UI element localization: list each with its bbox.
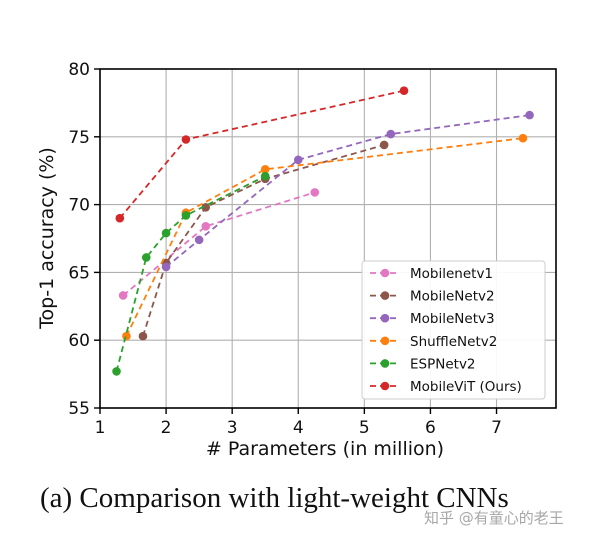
- x-tick-label: 2: [161, 418, 172, 438]
- legend-marker: [380, 336, 390, 346]
- x-tick-label: 3: [227, 418, 238, 438]
- legend-label: MobileNetv3: [410, 311, 495, 327]
- y-tick-label: 75: [68, 128, 90, 148]
- data-point: [161, 262, 171, 272]
- watermark: 知乎 @有童心的老王: [424, 509, 564, 527]
- legend-item: MobileNetv3: [370, 311, 495, 327]
- y-tick-label: 80: [68, 60, 90, 80]
- y-tick-label: 65: [68, 263, 90, 283]
- data-point: [525, 110, 534, 120]
- chart: 1 2 3 4 5 6 7 55 60 65 70 75 80 # Parameters (in mil…: [36, 60, 557, 460]
- x-tick-label: 5: [359, 418, 370, 438]
- series-line: [122, 191, 316, 297]
- y-tick-label: 55: [68, 399, 90, 419]
- data-point: [518, 133, 528, 143]
- legend-item: ESPNetv2: [370, 356, 476, 372]
- x-tick-label: 6: [425, 418, 436, 438]
- data-point: [115, 213, 125, 223]
- series-mobilevit-ours: [115, 86, 409, 223]
- plot-frame: [99, 68, 557, 409]
- data-point: [181, 211, 191, 220]
- series-layer: [112, 86, 534, 376]
- legend-marker: [380, 268, 390, 278]
- axis-ticks: 1 2 3 4 5 6 7 55 60 65 70 75 80: [68, 60, 502, 438]
- x-tick-label: 1: [95, 418, 106, 438]
- series-mobilenetv1: [118, 188, 320, 300]
- data-point: [399, 86, 409, 95]
- data-point: [386, 129, 396, 139]
- series-line: [115, 175, 266, 372]
- legend-item: Mobilenetv1: [370, 266, 493, 282]
- data-point: [194, 235, 204, 245]
- data-point: [379, 140, 389, 150]
- data-point: [141, 253, 151, 262]
- data-point: [310, 188, 320, 197]
- legend-label: ESPNetv2: [410, 356, 476, 372]
- x-axis-label: # Parameters (in million): [206, 438, 444, 460]
- data-point: [201, 221, 211, 231]
- legend-marker: [380, 313, 390, 323]
- legend-label: MobileViT (Ours): [410, 379, 522, 395]
- legend-item: ShuffleNetv2: [370, 334, 497, 350]
- data-point: [161, 228, 171, 238]
- series-line: [125, 137, 524, 337]
- legend-item: MobileNetv2: [370, 289, 495, 305]
- series-line: [119, 89, 405, 219]
- data-point: [293, 155, 303, 165]
- x-tick-label: 7: [491, 418, 502, 438]
- legend: Mobilenetv1 MobileNetv2 MobileNetv3 Shuffle…: [361, 260, 546, 400]
- series-espnetv2: [112, 171, 270, 376]
- legend-box: [361, 260, 546, 400]
- legend-label: MobileNetv2: [410, 289, 495, 305]
- legend-marker: [380, 291, 390, 300]
- legend-label: ShuffleNetv2: [410, 334, 497, 350]
- figure-caption: (a) Comparison with light-weight CNNs: [40, 482, 509, 514]
- legend-label: Mobilenetv1: [410, 266, 493, 282]
- y-tick-label: 70: [68, 196, 90, 216]
- data-point: [181, 135, 191, 144]
- data-point: [260, 165, 270, 174]
- data-point: [122, 331, 131, 341]
- legend-item: MobileViT (Ours): [370, 379, 522, 395]
- data-point: [201, 203, 211, 212]
- x-tick-label: 4: [293, 418, 304, 438]
- data-point: [112, 367, 121, 376]
- series-mobilenetv3: [161, 110, 534, 272]
- data-point: [118, 291, 128, 300]
- y-tick-label: 60: [68, 331, 90, 351]
- legend-marker: [380, 381, 390, 391]
- data-point: [138, 331, 148, 341]
- y-axis-label: Top-1 accuracy (%): [36, 147, 58, 330]
- series-line: [165, 114, 530, 268]
- data-point: [260, 171, 270, 181]
- legend-marker: [380, 359, 390, 368]
